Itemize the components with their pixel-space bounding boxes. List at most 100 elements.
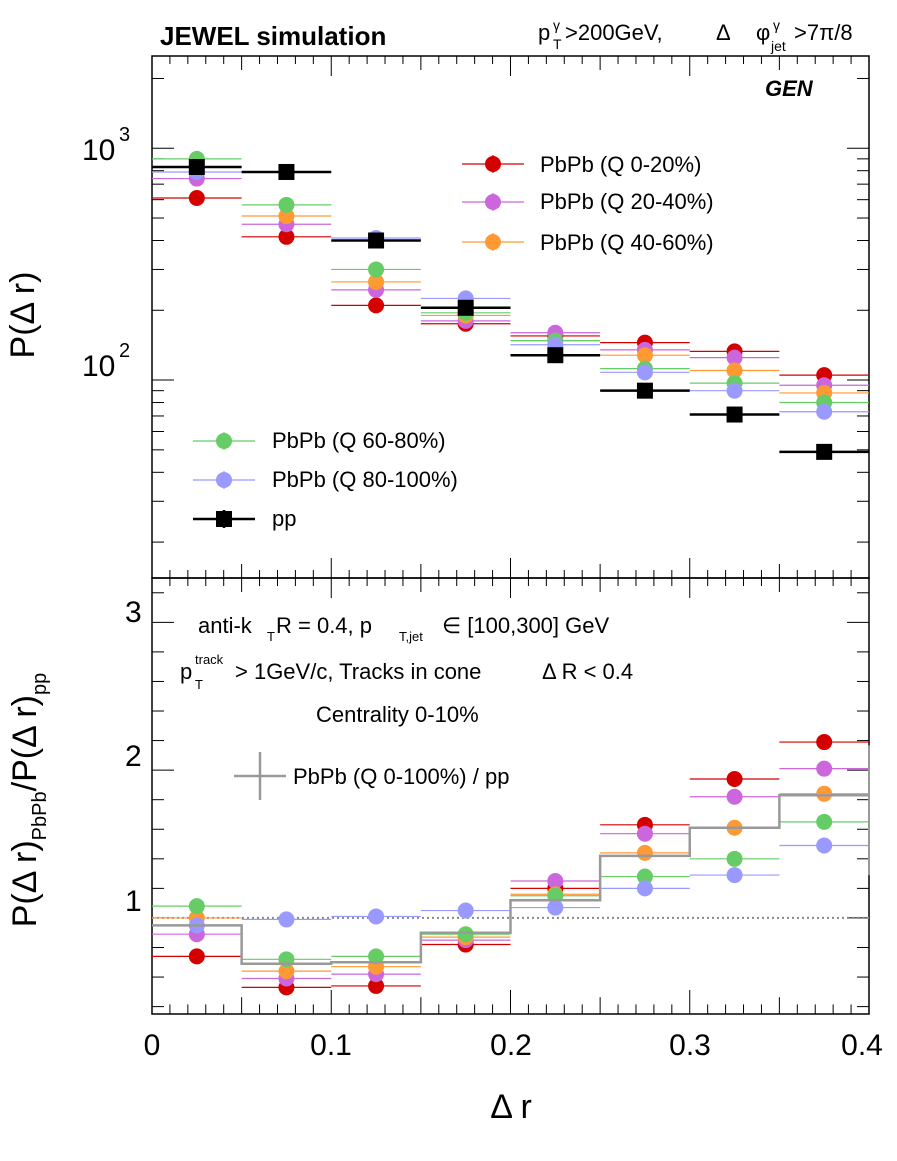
data-point bbox=[278, 963, 295, 980]
ytick-label-3: 3 bbox=[125, 596, 142, 629]
bottom-annotations: anti-k T R = 0.4, p T,jet ∈ [100,300] Ge… bbox=[180, 613, 633, 800]
svg-text:PbPb (Q 20-40%): PbPb (Q 20-40%) bbox=[540, 189, 714, 214]
svg-text:> 1GeV/c, Tracks in cone: > 1GeV/c, Tracks in cone bbox=[235, 659, 481, 684]
data-point bbox=[636, 825, 653, 842]
data-point bbox=[188, 190, 205, 207]
legend-marker bbox=[216, 433, 232, 449]
ytick-label-100: 10 bbox=[82, 350, 115, 383]
data-point bbox=[636, 868, 653, 885]
data-point bbox=[278, 911, 295, 928]
data-point bbox=[188, 948, 205, 965]
series-q40_60 bbox=[152, 159, 869, 401]
data-point bbox=[636, 880, 653, 897]
data-point bbox=[188, 159, 205, 176]
svg-text:PbPb (Q 0-20%): PbPb (Q 0-20%) bbox=[540, 152, 701, 177]
svg-text:T,jet: T,jet bbox=[399, 629, 423, 644]
xtick-label-0: 0 bbox=[144, 1029, 161, 1062]
data-point bbox=[368, 908, 385, 925]
ytick-label-1: 1 bbox=[125, 885, 142, 918]
data-point bbox=[726, 349, 743, 366]
data-point bbox=[816, 837, 833, 854]
xtick-labels: 0 0.1 0.2 0.3 0.4 bbox=[144, 1029, 883, 1062]
legend-marker bbox=[216, 472, 232, 488]
legend-marker bbox=[485, 194, 501, 210]
svg-text:∈ [100,300] GeV: ∈ [100,300] GeV bbox=[442, 613, 609, 638]
legend-item-q60-80: PbPb (Q 60-80%) bbox=[193, 428, 446, 453]
data-point bbox=[368, 977, 385, 994]
top-panel-frame bbox=[151, 55, 870, 579]
data-point bbox=[188, 898, 205, 915]
svg-text:T: T bbox=[195, 677, 203, 692]
cut-phi-sup: γ bbox=[773, 17, 780, 33]
legend-item-pp: pp bbox=[193, 506, 296, 531]
bottom-axis-ticks bbox=[151, 578, 870, 1014]
annotation-line-1: anti-k T R = 0.4, p T,jet ∈ [100,300] Ge… bbox=[198, 613, 609, 644]
svg-text:pp: pp bbox=[272, 506, 296, 531]
svg-text:track: track bbox=[195, 652, 224, 667]
series-q60_80 bbox=[152, 150, 869, 411]
data-point bbox=[368, 297, 385, 314]
data-point bbox=[726, 406, 743, 423]
ratio-series-ratio_all bbox=[152, 745, 870, 965]
chart-title: JEWEL simulation bbox=[160, 21, 386, 51]
data-point bbox=[816, 443, 833, 460]
series-q20_40 bbox=[152, 170, 869, 394]
ratio-series-q40_60 bbox=[152, 785, 869, 980]
ytick-exp-100: 2 bbox=[119, 340, 130, 362]
data-point bbox=[816, 734, 833, 751]
svg-text:PbPb (Q 0-100%) / pp: PbPb (Q 0-100%) / pp bbox=[293, 764, 509, 789]
legend-item-ratio-all: PbPb (Q 0-100%) / pp bbox=[234, 752, 509, 800]
legend-marker bbox=[216, 511, 232, 527]
svg-text:T: T bbox=[267, 629, 275, 644]
data-point bbox=[368, 232, 385, 249]
svg-text:PbPb (Q 80-100%): PbPb (Q 80-100%) bbox=[272, 467, 458, 492]
data-point bbox=[816, 785, 833, 802]
legend-top-right: PbPb (Q 0-20%) PbPb (Q 20-40%) PbPb (Q 4… bbox=[462, 152, 714, 255]
data-point bbox=[726, 362, 743, 379]
data-point bbox=[278, 228, 295, 245]
svg-text:p: p bbox=[538, 20, 550, 45]
data-point bbox=[278, 208, 295, 225]
data-point bbox=[636, 364, 653, 381]
legend-marker bbox=[485, 156, 501, 172]
data-point bbox=[636, 844, 653, 861]
xtick-label-0.4: 0.4 bbox=[841, 1029, 883, 1062]
data-point bbox=[636, 347, 653, 364]
data-point bbox=[726, 788, 743, 805]
data-point bbox=[816, 760, 833, 777]
xtick-label-0.3: 0.3 bbox=[669, 1029, 711, 1062]
svg-text:PbPb (Q 40-60%): PbPb (Q 40-60%) bbox=[540, 230, 714, 255]
data-point bbox=[278, 196, 295, 213]
data-point bbox=[726, 382, 743, 399]
top-axis-ticks bbox=[151, 56, 870, 578]
data-point bbox=[368, 261, 385, 278]
data-point bbox=[278, 163, 295, 180]
annotation-line-2: p track T > 1GeV/c, Tracks in cone Δ R <… bbox=[180, 652, 633, 692]
data-point bbox=[816, 813, 833, 830]
cut-pt-symbol: p bbox=[538, 20, 550, 45]
ratio-series-q60_80 bbox=[152, 813, 869, 968]
legend-item-q80-100: PbPb (Q 80-100%) bbox=[193, 467, 458, 492]
data-point bbox=[457, 902, 474, 919]
cut-dphi-symbol: Δ bbox=[716, 20, 731, 45]
bottom-panel-data bbox=[152, 734, 870, 996]
top-panel-data bbox=[152, 150, 869, 460]
cut-phi-rest: >7π/8 bbox=[794, 20, 853, 45]
x-axis-label: Δ r bbox=[490, 1088, 532, 1126]
ytick-label-2: 2 bbox=[125, 740, 142, 773]
bottom-ytick-labels: 1 2 3 bbox=[125, 596, 142, 918]
xtick-label-0.1: 0.1 bbox=[310, 1029, 352, 1062]
cut-label: p γ T >200GeV, Δ φ γ jet >7π/8 bbox=[538, 17, 853, 54]
data-point bbox=[547, 872, 564, 889]
svg-text:anti-k: anti-k bbox=[198, 613, 253, 638]
svg-text:PbPb (Q 60-80%): PbPb (Q 60-80%) bbox=[272, 428, 446, 453]
cut-pt-sup: γ bbox=[553, 17, 560, 33]
cut-pt-sub: T bbox=[553, 36, 562, 52]
data-point bbox=[816, 403, 833, 420]
series-pp bbox=[152, 159, 869, 460]
ratio-histogram bbox=[152, 794, 869, 965]
cut-phi-sub: jet bbox=[770, 38, 786, 54]
annotation-line-3: Centrality 0-10% bbox=[316, 702, 479, 727]
xtick-label-0.2: 0.2 bbox=[490, 1029, 532, 1062]
